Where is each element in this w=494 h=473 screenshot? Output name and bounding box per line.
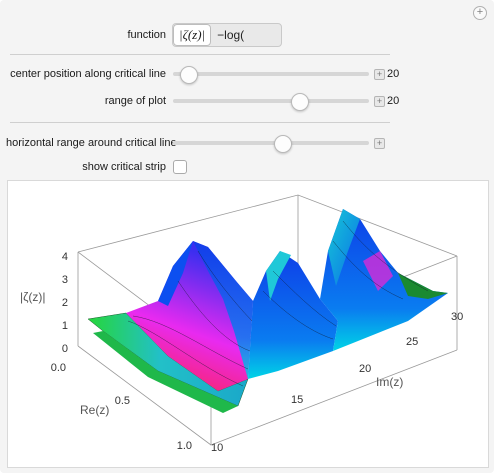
im-tick: 25 bbox=[406, 336, 418, 348]
horizontal-range-expand-icon[interactable]: + bbox=[374, 138, 385, 149]
range-of-plot-label: range of plot bbox=[104, 95, 166, 107]
surface-ridge-3-top bbox=[328, 209, 360, 286]
critical-strip-checkbox[interactable] bbox=[173, 160, 187, 174]
function-selector[interactable]: |ζ(z)| −log( bbox=[172, 23, 282, 47]
plot-area[interactable]: 4 3 2 1 0 |ζ(z)| 0.0 0.5 1.0 Re(z) 10 15… bbox=[7, 180, 489, 468]
range-of-plot-slider-thumb[interactable] bbox=[291, 93, 309, 111]
horizontal-range-label: horizontal range around critical line bbox=[6, 137, 177, 149]
re-axis-label: Re(z) bbox=[80, 403, 109, 417]
range-of-plot-value: 20 bbox=[387, 95, 400, 107]
surface-ridge-1-left bbox=[158, 241, 193, 306]
z-axis-label: |ζ(z)| bbox=[20, 290, 46, 304]
horizontal-range-track[interactable] bbox=[173, 141, 369, 145]
surface-ridge-3-edge bbox=[398, 273, 448, 299]
center-position-track[interactable] bbox=[173, 72, 369, 76]
divider bbox=[10, 122, 390, 123]
z-tick: 1 bbox=[62, 320, 68, 332]
surface-ridge-3-hot bbox=[363, 251, 393, 291]
function-label: function bbox=[127, 29, 166, 41]
im-tick: 10 bbox=[211, 442, 223, 454]
z-tick: 4 bbox=[62, 251, 68, 263]
contour-lines bbox=[127, 220, 429, 387]
center-position-slider-thumb[interactable] bbox=[180, 66, 198, 84]
re-tick: 0.5 bbox=[115, 395, 130, 407]
im-tick: 20 bbox=[359, 363, 371, 375]
center-position-expand-icon[interactable]: + bbox=[374, 69, 385, 80]
range-of-plot-expand-icon[interactable]: + bbox=[374, 96, 385, 107]
horizontal-range-slider-thumb[interactable] bbox=[274, 135, 292, 153]
range-of-plot-track[interactable] bbox=[173, 99, 369, 103]
function-option-log[interactable]: −log( bbox=[217, 28, 245, 42]
center-position-label: center position along critical line bbox=[10, 68, 166, 80]
critical-strip-label: show critical strip bbox=[82, 161, 166, 173]
im-tick: 30 bbox=[451, 311, 463, 323]
re-tick: 1.0 bbox=[177, 440, 192, 452]
surface-ridge-2-top bbox=[266, 251, 291, 301]
surface-ridge-1-back bbox=[193, 241, 253, 379]
re-tick: 0.0 bbox=[51, 362, 66, 374]
z-tick: 0 bbox=[62, 343, 68, 355]
surface-ridge-2 bbox=[248, 251, 338, 379]
divider bbox=[10, 54, 390, 55]
z-tick: 2 bbox=[62, 297, 68, 309]
surface-edge bbox=[93, 331, 238, 413]
surface-plot: 4 3 2 1 0 |ζ(z)| 0.0 0.5 1.0 Re(z) 10 15… bbox=[20, 194, 463, 454]
z-tick: 3 bbox=[62, 274, 68, 286]
plus-icon[interactable]: + bbox=[473, 6, 487, 20]
im-axis-label: Im(z) bbox=[376, 375, 403, 389]
function-option-zeta[interactable]: |ζ(z)| bbox=[173, 24, 212, 46]
im-tick: 15 bbox=[291, 394, 303, 406]
center-position-value: 20 bbox=[387, 68, 400, 80]
